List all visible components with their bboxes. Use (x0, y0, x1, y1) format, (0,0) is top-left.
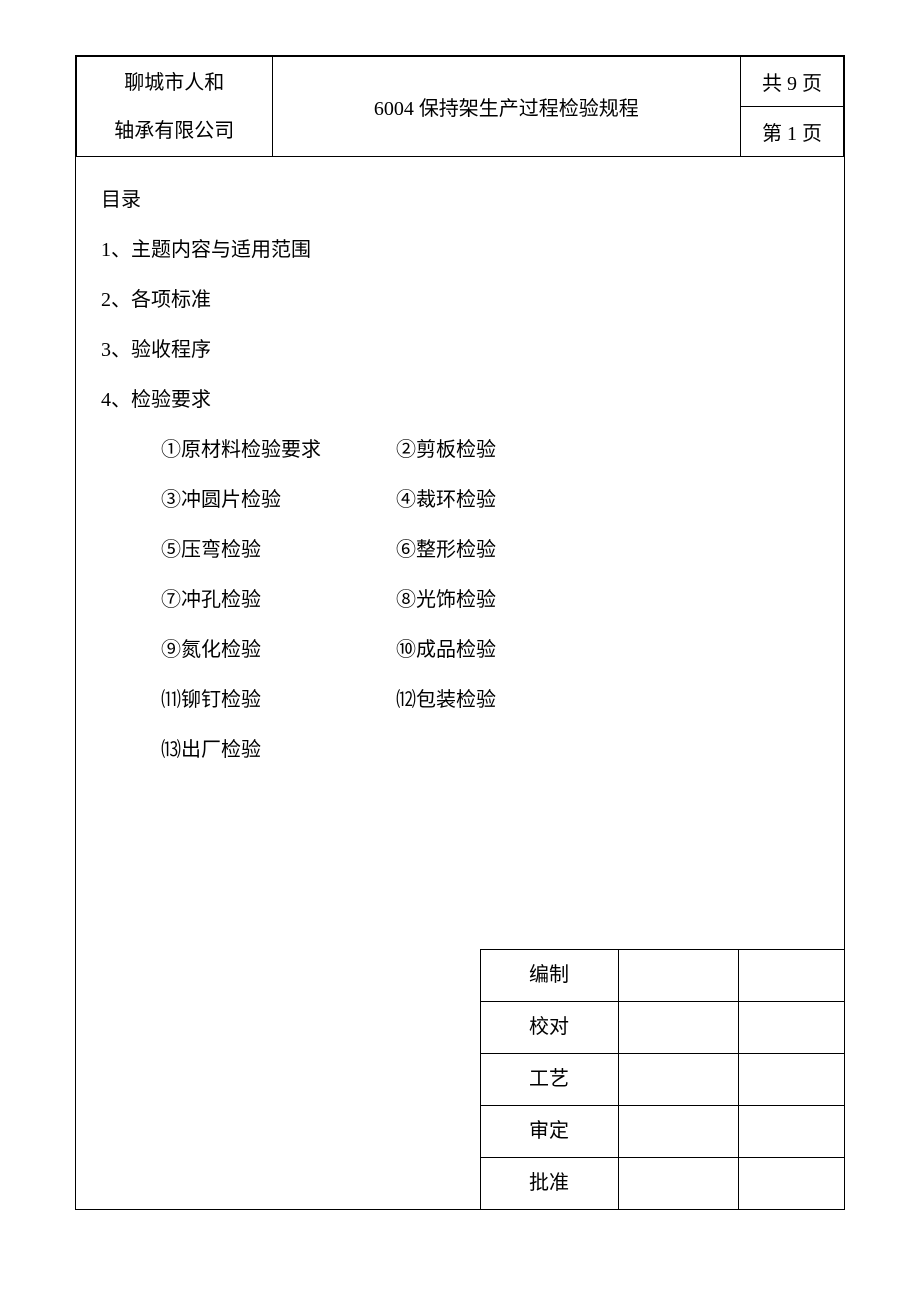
company-line2: 轴承有限公司 (77, 107, 272, 155)
sig-label: 校对 (480, 1001, 618, 1053)
sub-item-right: ⑩成品检验 (396, 625, 819, 675)
sub-item-left: ⒀出厂检验 (161, 725, 396, 775)
signature-row: 校对 (480, 1001, 844, 1053)
content-area: 目录 1、主题内容与适用范围 2、各项标准 3、验收程序 4、检验要求 ①原材料… (76, 157, 844, 1209)
total-pages-cell: 共 9 页 (741, 57, 844, 107)
sig-value (738, 1105, 844, 1157)
sub-row: ⒀出厂检验 (161, 725, 819, 775)
sub-row: ③冲圆片检验 ④裁环检验 (161, 475, 819, 525)
sub-row: ⑨氮化检验 ⑩成品检验 (161, 625, 819, 675)
sig-label: 编制 (480, 949, 618, 1001)
sub-item-right: ⑧光饰检验 (396, 575, 819, 625)
toc-item-4: 4、检验要求 (101, 375, 819, 425)
sub-item-left: ⑤压弯检验 (161, 525, 396, 575)
current-page-cell: 第 1 页 (741, 107, 844, 157)
sub-item-right (396, 725, 819, 775)
sub-item-left: ③冲圆片检验 (161, 475, 396, 525)
signature-row: 工艺 (480, 1053, 844, 1105)
sub-row: ⑦冲孔检验 ⑧光饰检验 (161, 575, 819, 625)
toc-item-3: 3、验收程序 (101, 325, 819, 375)
signature-row: 审定 (480, 1105, 844, 1157)
toc-heading: 目录 (101, 175, 819, 225)
sig-value (618, 1157, 738, 1209)
sub-item-left: ⑨氮化检验 (161, 625, 396, 675)
sig-value (738, 949, 844, 1001)
sub-item-left: ⑾铆钉检验 (161, 675, 396, 725)
sig-label: 批准 (480, 1157, 618, 1209)
sub-item-right: ④裁环检验 (396, 475, 819, 525)
sub-item-right: ②剪板检验 (396, 425, 819, 475)
sig-value (738, 1053, 844, 1105)
company-line1: 聊城市人和 (77, 59, 272, 107)
document-title-cell: 6004 保持架生产过程检验规程 (272, 57, 740, 157)
sig-value (618, 1105, 738, 1157)
toc-item-1: 1、主题内容与适用范围 (101, 225, 819, 275)
page-frame: 聊城市人和 轴承有限公司 6004 保持架生产过程检验规程 共 9 页 第 1 … (75, 55, 845, 1210)
sig-label: 工艺 (480, 1053, 618, 1105)
signature-row: 批准 (480, 1157, 844, 1209)
sub-item-right: ⑥整形检验 (396, 525, 819, 575)
header-table: 聊城市人和 轴承有限公司 6004 保持架生产过程检验规程 共 9 页 第 1 … (76, 56, 844, 157)
sub-item-left: ⑦冲孔检验 (161, 575, 396, 625)
company-name-cell: 聊城市人和 轴承有限公司 (77, 57, 273, 157)
sig-label: 审定 (480, 1105, 618, 1157)
document-title: 6004 保持架生产过程检验规程 (374, 98, 639, 120)
sig-value (738, 1001, 844, 1053)
sig-value (618, 1053, 738, 1105)
total-pages: 共 9 页 (762, 73, 822, 95)
sub-items-container: ①原材料检验要求 ②剪板检验 ③冲圆片检验 ④裁环检验 ⑤压弯检验 ⑥整形检验 … (101, 425, 819, 775)
sub-row: ⑾铆钉检验 ⑿包装检验 (161, 675, 819, 725)
toc-item-2: 2、各项标准 (101, 275, 819, 325)
sub-row: ⑤压弯检验 ⑥整形检验 (161, 525, 819, 575)
sub-row: ①原材料检验要求 ②剪板检验 (161, 425, 819, 475)
sig-value (618, 1001, 738, 1053)
sig-value (738, 1157, 844, 1209)
current-page: 第 1 页 (762, 123, 822, 145)
sig-value (618, 949, 738, 1001)
sub-item-left: ①原材料检验要求 (161, 425, 396, 475)
signature-row: 编制 (480, 949, 844, 1001)
sub-item-right: ⑿包装检验 (396, 675, 819, 725)
signature-table: 编制 校对 工艺 审定 批准 (480, 949, 845, 1210)
